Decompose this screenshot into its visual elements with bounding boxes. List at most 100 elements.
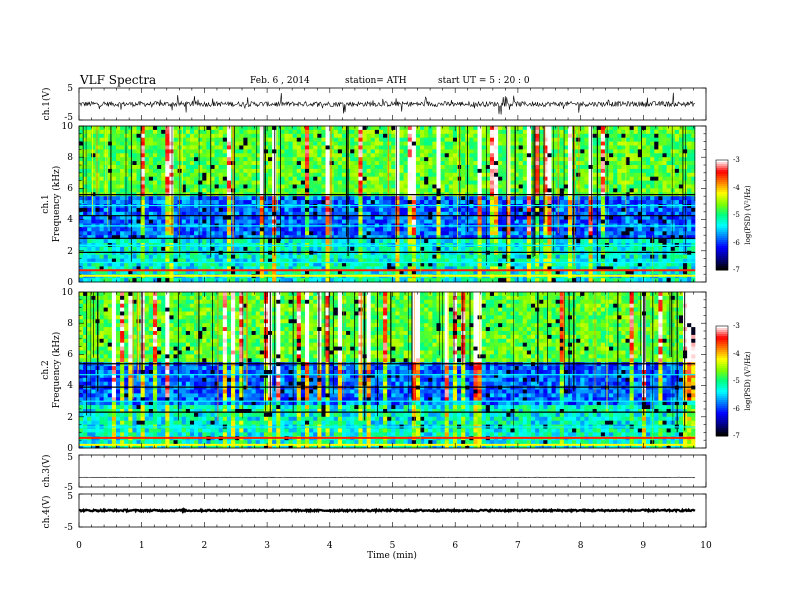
spectrogram-cell	[321, 149, 326, 153]
spectrogram-cell	[169, 247, 174, 251]
spectrogram-cell	[350, 247, 355, 251]
spectrogram-cell	[498, 161, 503, 165]
spectrogram-cell	[634, 181, 639, 185]
spectrogram-cell	[424, 130, 429, 134]
spectrogram-cell	[116, 227, 121, 231]
spectrogram-cell	[662, 149, 667, 153]
spectrogram-cell	[441, 196, 446, 200]
spectrogram-cell	[321, 177, 326, 181]
spectrogram-cell	[194, 208, 199, 212]
spectrogram-cell	[223, 177, 228, 181]
spectrogram-cell	[527, 185, 532, 189]
spectrogram-cell	[498, 247, 503, 251]
spectrogram-cell	[301, 208, 306, 212]
spectrogram-cell	[568, 188, 573, 192]
spectrogram-cell	[264, 149, 269, 153]
spectrogram-cell	[247, 220, 252, 224]
spectrogram-cell	[432, 126, 437, 130]
spectrogram-cell	[408, 239, 413, 243]
spectrogram-cell	[547, 196, 552, 200]
spectrogram-cell	[502, 161, 507, 165]
spectrogram-cell	[293, 165, 298, 169]
spectrogram-cell	[453, 196, 458, 200]
spectrogram-cell	[494, 130, 499, 134]
spectrogram-cell	[420, 169, 425, 173]
spectrogram-cell	[519, 146, 524, 150]
spectrogram-cell	[116, 181, 121, 185]
spectrogram-cell	[473, 247, 478, 251]
spectrogram-cell	[371, 134, 376, 138]
spectrogram-cell	[502, 126, 507, 130]
spectrogram-cell	[161, 142, 166, 146]
spectrogram-cell	[289, 138, 294, 142]
spectrogram-cell	[428, 161, 433, 165]
spectrogram-cell	[547, 177, 552, 181]
spectrogram-cell	[342, 247, 347, 251]
spectrogram-cell	[116, 130, 121, 134]
spectrogram-cell	[293, 181, 298, 185]
ch1-spectrogram-panel: 0 2 4 6 8 10 ch.1 Frequency (kHz)	[41, 122, 706, 288]
spectrogram-cell	[593, 138, 598, 142]
spectrogram-cell	[482, 169, 487, 173]
spectrogram-cell	[432, 146, 437, 150]
spectrogram-cell	[428, 188, 433, 192]
spectrogram-cell	[379, 231, 384, 235]
spectrogram-cell	[436, 216, 441, 220]
spectrogram-cell	[391, 200, 396, 204]
spectrogram-cell	[334, 239, 339, 243]
spectrogram-cell	[408, 130, 413, 134]
spectrogram-cell	[223, 181, 228, 185]
spectrogram-cell	[490, 185, 495, 189]
spectrogram-cell	[149, 173, 154, 177]
spectrogram-cell	[235, 146, 240, 150]
spectrogram-cell	[305, 142, 310, 146]
spectrogram-cell	[157, 165, 162, 169]
spectrogram-cell	[691, 216, 696, 220]
spectrogram-cell	[305, 173, 310, 177]
spectrogram-cell	[436, 157, 441, 161]
spectrogram-cell	[252, 146, 257, 150]
spectrogram-cell	[617, 130, 622, 134]
spectrogram-cell	[264, 200, 269, 204]
spectrogram-cell	[95, 208, 100, 212]
spectrogram-cell	[95, 239, 100, 243]
spectrogram-cell	[116, 146, 121, 150]
spectrogram-cell	[371, 146, 376, 150]
spectrogram-cell	[625, 231, 630, 235]
spectrogram-cell	[313, 208, 318, 212]
spectrogram-cell	[593, 239, 598, 243]
spectrogram-cell	[609, 188, 614, 192]
spectrogram-cell	[284, 247, 289, 251]
spectrogram-cell	[404, 153, 409, 157]
spectrogram-cell	[95, 157, 100, 161]
spectrogram-cell	[658, 231, 663, 235]
spectrogram-cell	[675, 177, 680, 181]
spectrogram-cell	[120, 208, 125, 212]
spectrogram-cell	[560, 138, 565, 142]
spectrogram-cell	[301, 157, 306, 161]
spectrogram-cell	[124, 239, 129, 243]
spectrogram-cell	[445, 220, 450, 224]
spectrogram-cell	[494, 227, 499, 231]
spectrogram-cell	[227, 138, 232, 142]
spectrogram-cell	[584, 130, 589, 134]
spectrogram-cell	[490, 149, 495, 153]
spectrogram-cell	[527, 188, 532, 192]
spectrogram-cell	[469, 247, 474, 251]
spectrogram-cell	[157, 130, 162, 134]
spectrogram-cell	[280, 146, 285, 150]
spectrogram-cell	[317, 239, 322, 243]
spectrogram-cell	[589, 185, 594, 189]
spectrogram-cell	[404, 130, 409, 134]
spectrogram-cell	[589, 165, 594, 169]
spectrogram-cell	[301, 173, 306, 177]
spectrogram-cell	[535, 142, 540, 146]
spectrogram-cell	[334, 165, 339, 169]
spectrogram-cell	[527, 227, 532, 231]
spectrogram-cell	[436, 161, 441, 165]
spectrogram-cell	[547, 231, 552, 235]
spectrogram-cell	[350, 185, 355, 189]
spectrogram-cell	[83, 126, 88, 130]
spectrogram-cell	[634, 220, 639, 224]
spectrogram-cell	[400, 239, 405, 243]
